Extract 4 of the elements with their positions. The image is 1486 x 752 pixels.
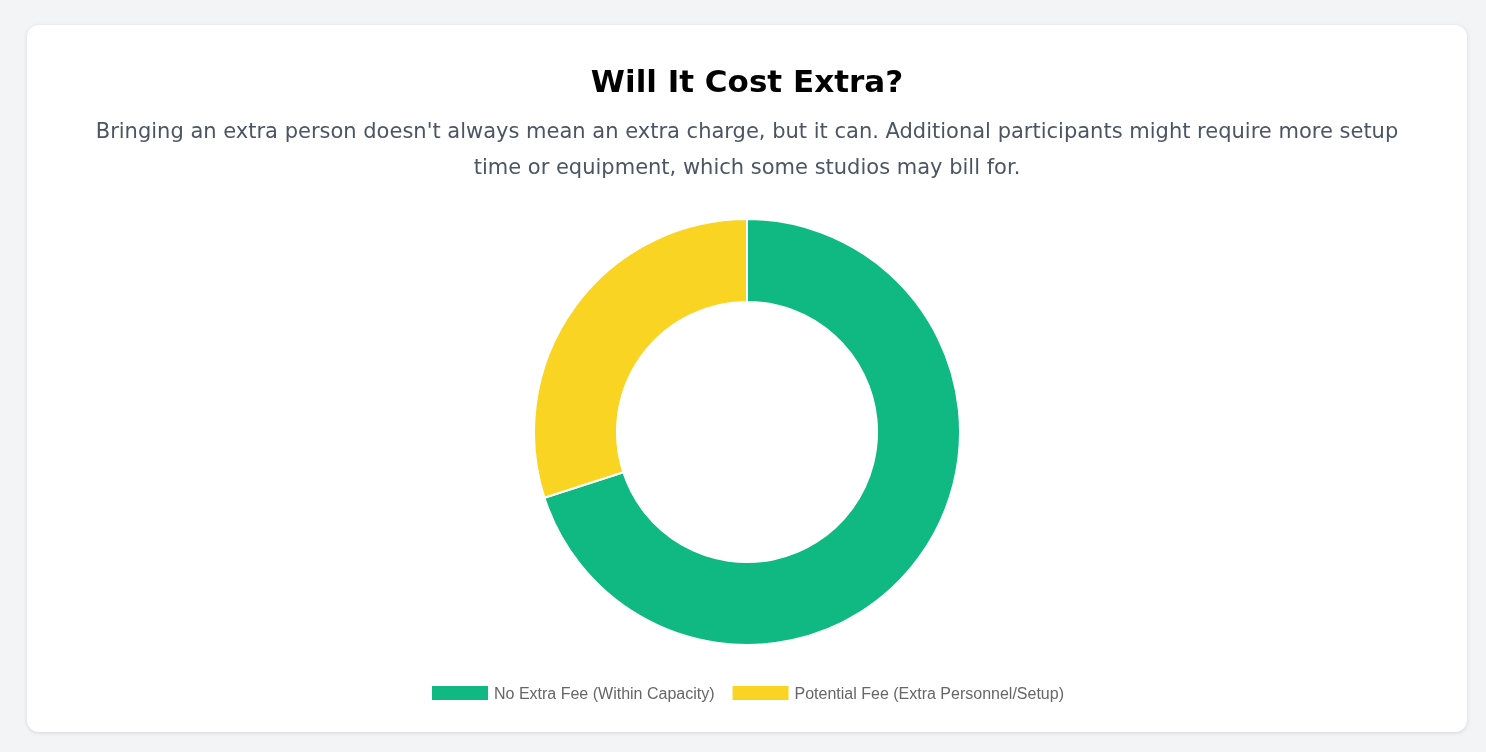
chart-subtitle: Bringing an extra person doesn't always mean an extra charge, but it can. Additional participants might require more setup time or equipment, which some studios may bill for. — [94, 118, 1400, 181]
legend-label: Potential Fee (Extra Personnel/Setup) — [794, 684, 1064, 702]
chart-title: Will It Cost Extra? — [589, 63, 905, 99]
legend-label: No Extra Fee (Within Capacity) — [494, 684, 715, 702]
